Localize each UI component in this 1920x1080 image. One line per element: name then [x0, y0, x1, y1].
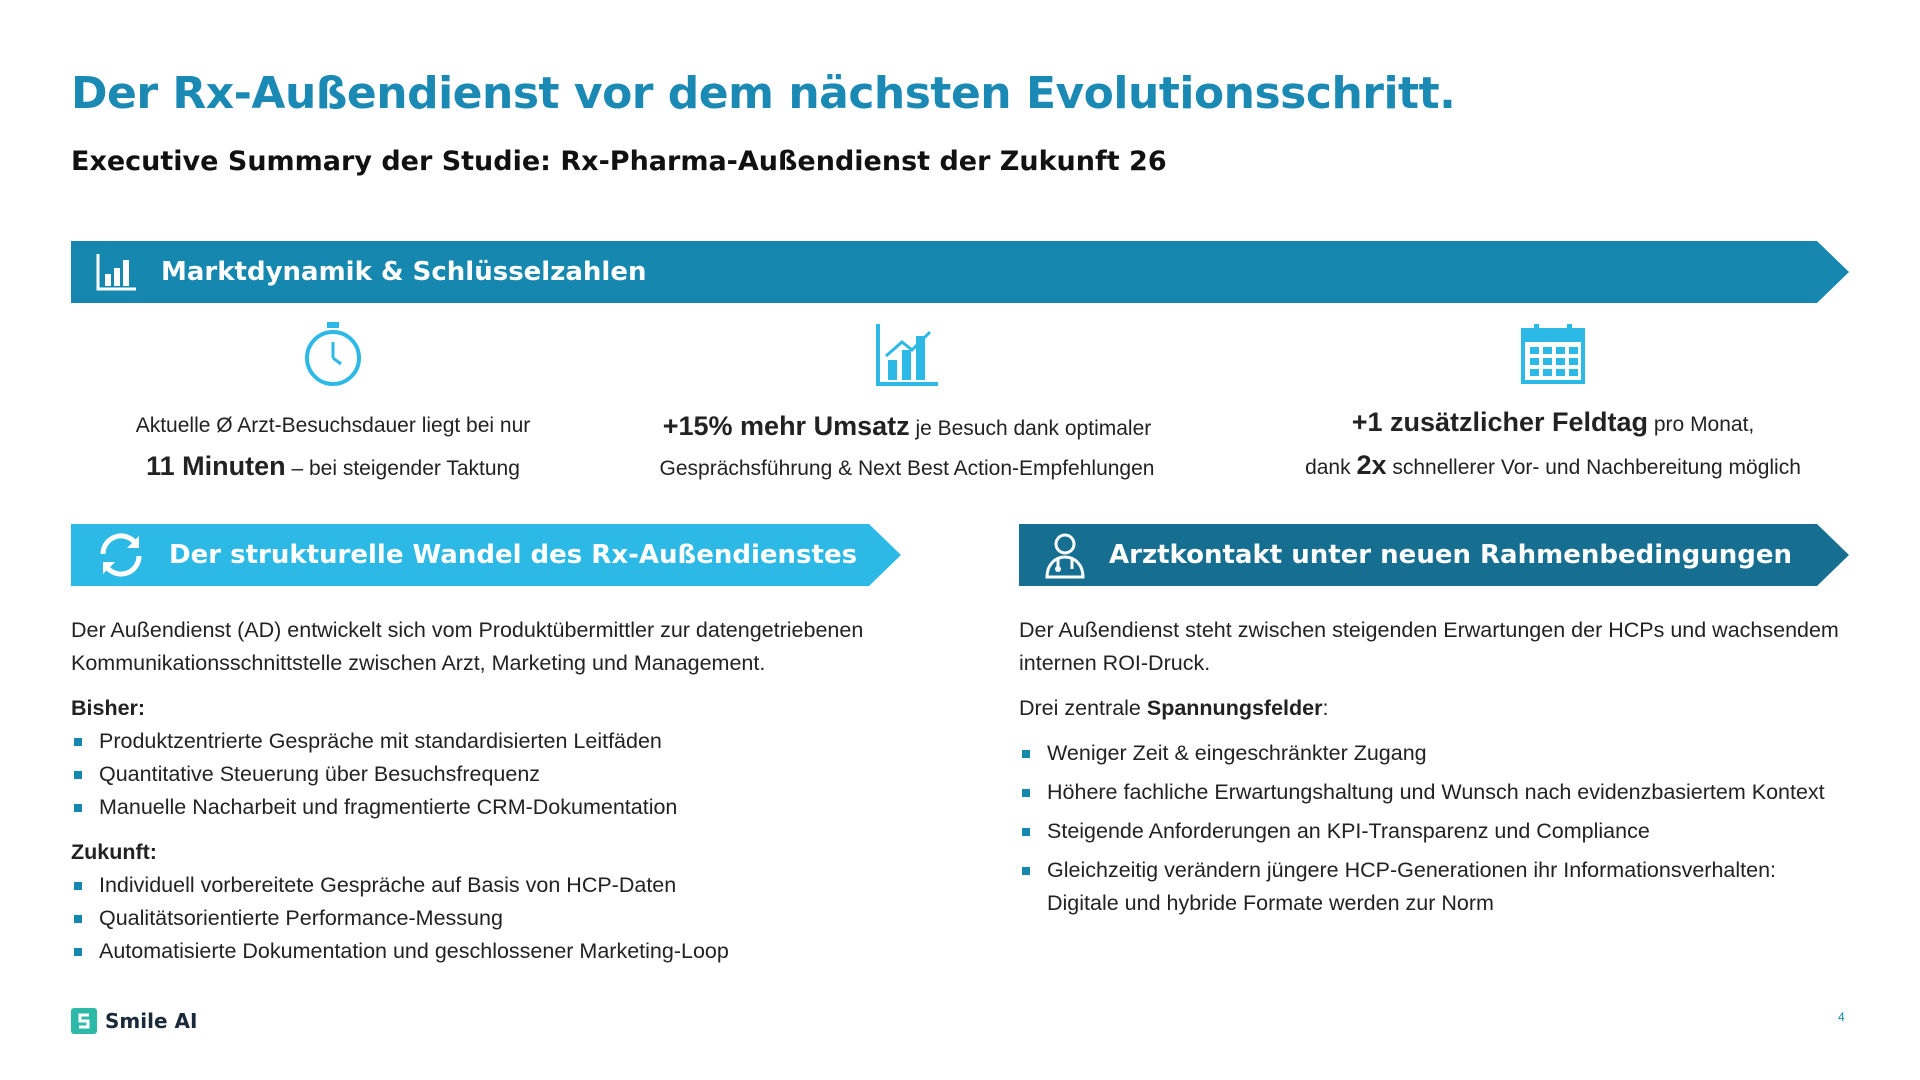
- bullet-list: Produktzentrierte Gespräche mit standard…: [71, 725, 891, 824]
- bullet-item: Produktzentrierte Gespräche mit standard…: [71, 725, 891, 758]
- bullet-item: Höhere fachliche Erwartungshaltung und W…: [1019, 776, 1849, 809]
- groups: Bisher: Produktzentrierte Gespräche mit s…: [71, 692, 891, 968]
- fact-highlight: 11 Minuten: [146, 451, 286, 481]
- lead-highlight: Spannungsfelder: [1146, 696, 1323, 720]
- fact-text: pro Monat,: [1648, 413, 1755, 436]
- logo: Smile AI: [71, 1008, 197, 1034]
- bullet-item: Qualitätsorientierte Performance-Messung: [71, 902, 891, 935]
- bullet-item: Quantitative Steuerung über Besuchsfrequ…: [71, 758, 891, 791]
- cycle-icon: [95, 532, 147, 578]
- bullet-item: Steigende Anforderungen an KPI-Transpare…: [1019, 815, 1849, 848]
- section-banner: Marktdynamik & Schlüsselzahlen: [71, 241, 1849, 303]
- bullet-item: Weniger Zeit & eingeschränkter Zugang: [1019, 737, 1849, 770]
- fact: +15% mehr Umsatz je Besuch dank optimale…: [627, 322, 1187, 489]
- fact-highlight: 2x: [1356, 450, 1387, 480]
- chart-icon: [95, 252, 139, 292]
- bullet-item: Gleichzeitig verändern jüngere HCP-Gener…: [1019, 854, 1849, 920]
- calendar-icon: [1521, 324, 1585, 384]
- fact-line: Aktuelle Ø Arzt-Besuchsdauer liegt bei n…: [53, 406, 613, 446]
- fact-text: Gesprächsführung & Next Best Action-Empf…: [659, 457, 1155, 480]
- stopwatch-icon: [305, 322, 361, 386]
- fact-text: Aktuelle Ø Arzt-Besuchsdauer liegt bei n…: [135, 414, 531, 437]
- group-label: Bisher:: [71, 696, 146, 720]
- intro: Der Außendienst steht zwischen steigende…: [1019, 618, 1839, 675]
- bullet-item: Manuelle Nacharbeit und fragmentierte CR…: [71, 791, 891, 824]
- fact-text: – bei steigender Taktung: [285, 457, 520, 480]
- section-banner: Der strukturelle Wandel des Rx-Außendien…: [71, 524, 901, 586]
- lead-text: Drei zentrale: [1019, 696, 1147, 720]
- lead-text: :: [1322, 696, 1329, 720]
- fact-line: +15% mehr Umsatz je Besuch dank optimale…: [627, 406, 1187, 449]
- fact-line: +1 zusätzlicher Feldtag pro Monat,: [1253, 402, 1853, 445]
- doctor-icon: [1043, 531, 1087, 579]
- left-column: Der Außendienst (AD) entwickelt sich vom…: [71, 614, 891, 980]
- banner-heading: Arztkontakt unter neuen Rahmenbedingunge…: [1109, 540, 1792, 570]
- chart-icon: [876, 324, 938, 386]
- bullet-list: Individuell vorbereitete Gespräche auf B…: [71, 869, 891, 968]
- brand: Smile AI: [105, 1009, 198, 1033]
- fact-text: dank: [1305, 456, 1357, 479]
- bullet-item: Automatisierte Dokumentation und geschlo…: [71, 935, 891, 968]
- bullet-list: Weniger Zeit & eingeschränkter Zugang Höh…: [1019, 737, 1849, 920]
- fact-text: schnellerer Vor- und Nachbereitung mögli…: [1386, 456, 1801, 479]
- fact: +1 zusätzlicher Feldtag pro Monat, dank …: [1253, 322, 1853, 488]
- group-label: Zukunft:: [71, 840, 157, 864]
- fact-highlight: +1 zusätzlicher Feldtag: [1351, 407, 1649, 437]
- fact-line: Gesprächsführung & Next Best Action-Empf…: [627, 449, 1187, 489]
- fact-line: 11 Minuten – bei steigender Taktung: [53, 446, 613, 489]
- bullet-item: Individuell vorbereitete Gespräche auf B…: [71, 869, 891, 902]
- banner-heading: Marktdynamik & Schlüsselzahlen: [161, 257, 647, 287]
- title: Der Rx-Außendienst vor dem nächsten Evol…: [71, 68, 1456, 119]
- page-number: 4: [1838, 1010, 1845, 1024]
- banner-heading: Der strukturelle Wandel des Rx-Außendien…: [169, 540, 858, 570]
- fact-line: dank 2x schnellerer Vor- und Nachbereitu…: [1253, 445, 1853, 488]
- logo-mark: [71, 1008, 97, 1034]
- lead: Drei zentrale Spannungsfelder:: [1019, 692, 1849, 725]
- subtitle: Executive Summary der Studie: Rx-Pharma-…: [71, 146, 1167, 177]
- right-column: Der Außendienst steht zwischen steigende…: [1019, 614, 1849, 932]
- fact-text: je Besuch dank optimaler: [909, 417, 1152, 440]
- fact: Aktuelle Ø Arzt-Besuchsdauer liegt bei n…: [53, 318, 613, 489]
- intro: Der Außendienst (AD) entwickelt sich vom…: [71, 618, 864, 675]
- section-banner: Arztkontakt unter neuen Rahmenbedingunge…: [1019, 524, 1849, 586]
- fact-highlight: +15% mehr Umsatz: [662, 411, 910, 441]
